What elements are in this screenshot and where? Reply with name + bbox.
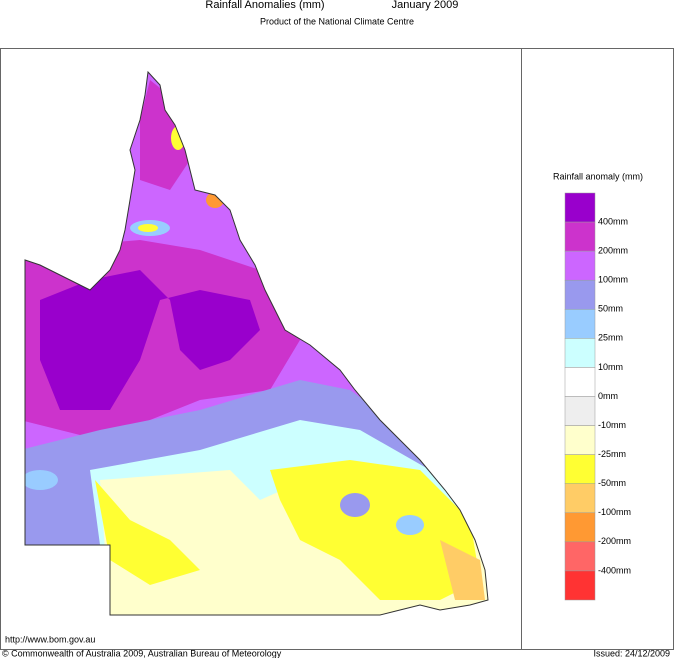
region — [340, 493, 370, 517]
legend-label: -200mm — [598, 536, 631, 546]
legend-label: 0mm — [598, 391, 618, 401]
region — [40, 270, 260, 410]
legend-label: 25mm — [598, 333, 623, 343]
region — [206, 192, 224, 208]
legend-swatch — [564, 338, 596, 368]
state-outline — [24, 70, 489, 616]
legend-swatch — [564, 396, 596, 426]
legend-swatch — [564, 512, 596, 543]
legend-label: 200mm — [598, 246, 628, 256]
region — [171, 126, 185, 150]
legend-swatch — [564, 279, 596, 310]
legend-swatch — [564, 250, 596, 281]
legend: 400mm 200mm 100mm 50mm 25mm 10mm 0mm -10mm -25mm… — [564, 192, 631, 601]
legend-label: -10mm — [598, 420, 626, 430]
legend-swatch — [564, 309, 596, 339]
map — [25, 72, 488, 615]
region — [140, 80, 190, 190]
legend-label: -25mm — [598, 449, 626, 459]
legend-label: -100mm — [598, 507, 631, 517]
region — [25, 470, 58, 490]
legend-label: 10mm — [598, 362, 623, 372]
legend-swatch — [564, 192, 596, 223]
legend-swatch — [564, 425, 596, 455]
legend-swatch — [564, 367, 596, 397]
legend-label: -400mm — [598, 565, 631, 575]
legend-swatch — [564, 541, 596, 572]
region — [138, 224, 158, 232]
legend-label: 400mm — [598, 216, 628, 226]
legend-title: Rainfall anomaly (mm) — [553, 171, 643, 181]
legend-label: 50mm — [598, 304, 623, 314]
legend-swatch — [564, 221, 596, 252]
copyright: © Commonwealth of Australia 2009, Austra… — [2, 648, 282, 658]
subtitle: Product of the National Climate Centre — [260, 16, 414, 26]
legend-label: -50mm — [598, 478, 626, 488]
region — [396, 515, 424, 535]
issued: Issued: 24/12/2009 — [593, 648, 670, 658]
region — [270, 460, 480, 600]
legend-swatch — [564, 454, 596, 484]
period: January 2009 — [392, 0, 459, 11]
title: Rainfall Anomalies (mm) — [205, 0, 324, 11]
legend-swatch — [564, 570, 596, 601]
legend-swatch — [564, 483, 596, 514]
legend-label: 100mm — [598, 275, 628, 285]
region — [440, 540, 485, 600]
url: http://www.bom.gov.au — [5, 634, 95, 644]
region — [95, 480, 200, 585]
